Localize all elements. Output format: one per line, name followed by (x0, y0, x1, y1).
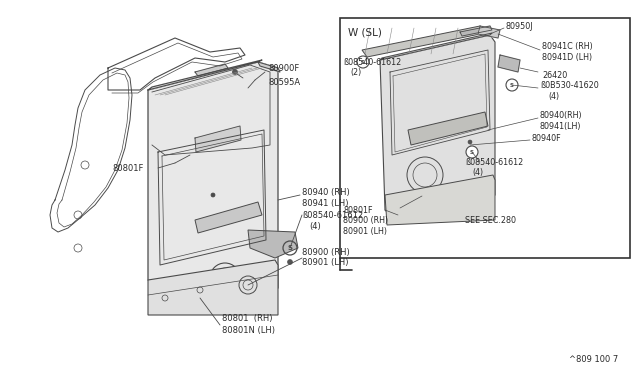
Text: 80940(RH): 80940(RH) (540, 110, 582, 119)
Text: 80901 (LH): 80901 (LH) (302, 259, 349, 267)
Polygon shape (258, 62, 280, 72)
Text: S: S (510, 83, 514, 87)
Polygon shape (498, 55, 520, 72)
Text: S: S (470, 150, 474, 154)
Text: SEE SEC.280: SEE SEC.280 (465, 215, 516, 224)
Text: (2): (2) (350, 67, 361, 77)
Text: 80941C (RH): 80941C (RH) (542, 42, 593, 51)
Text: 80940 (RH): 80940 (RH) (302, 187, 349, 196)
Polygon shape (148, 62, 278, 305)
Polygon shape (408, 112, 488, 145)
Text: 80941D (LH): 80941D (LH) (542, 52, 592, 61)
Circle shape (211, 193, 215, 197)
Circle shape (357, 56, 369, 68)
Polygon shape (380, 33, 492, 60)
Polygon shape (385, 175, 495, 225)
Polygon shape (248, 230, 298, 258)
Text: ^809 100 7: ^809 100 7 (569, 356, 618, 365)
Circle shape (466, 146, 478, 158)
Polygon shape (380, 35, 495, 220)
Text: S: S (361, 60, 365, 64)
Text: 80900F: 80900F (268, 64, 300, 73)
Polygon shape (460, 26, 492, 36)
Polygon shape (148, 260, 278, 315)
Text: 80941 (LH): 80941 (LH) (302, 199, 349, 208)
Polygon shape (195, 126, 241, 152)
Text: (4): (4) (472, 167, 483, 176)
Circle shape (468, 140, 472, 144)
Bar (340, 18, 630, 258)
Text: 80801N (LH): 80801N (LH) (222, 326, 275, 334)
Text: 80595A: 80595A (268, 77, 300, 87)
Polygon shape (195, 202, 262, 233)
Text: 80940F: 80940F (532, 134, 562, 142)
Text: 80900 (RH): 80900 (RH) (302, 247, 349, 257)
Text: ß08540-61612: ß08540-61612 (465, 157, 524, 167)
Polygon shape (478, 26, 500, 38)
Text: (4): (4) (548, 92, 559, 100)
Text: 80901 (LH): 80901 (LH) (343, 227, 387, 235)
Circle shape (287, 260, 292, 264)
Text: ß0B530-41620: ß0B530-41620 (540, 80, 599, 90)
Text: 26420: 26420 (542, 71, 567, 80)
Polygon shape (195, 64, 228, 76)
Text: 80801F: 80801F (112, 164, 143, 173)
Text: 80941(LH): 80941(LH) (540, 122, 582, 131)
Polygon shape (362, 26, 485, 57)
Text: (4): (4) (309, 221, 321, 231)
Polygon shape (148, 60, 262, 90)
Text: S: S (287, 245, 292, 251)
Text: 80801F: 80801F (343, 205, 372, 215)
Text: 80900 (RH): 80900 (RH) (343, 215, 388, 224)
Text: 80950J: 80950J (506, 22, 534, 31)
Text: ß08540-61612: ß08540-61612 (302, 211, 363, 219)
Circle shape (232, 70, 237, 74)
Text: ß08540-61612: ß08540-61612 (343, 58, 401, 67)
Text: 80801  (RH): 80801 (RH) (222, 314, 273, 324)
Circle shape (506, 79, 518, 91)
Text: W (SL): W (SL) (348, 27, 382, 37)
